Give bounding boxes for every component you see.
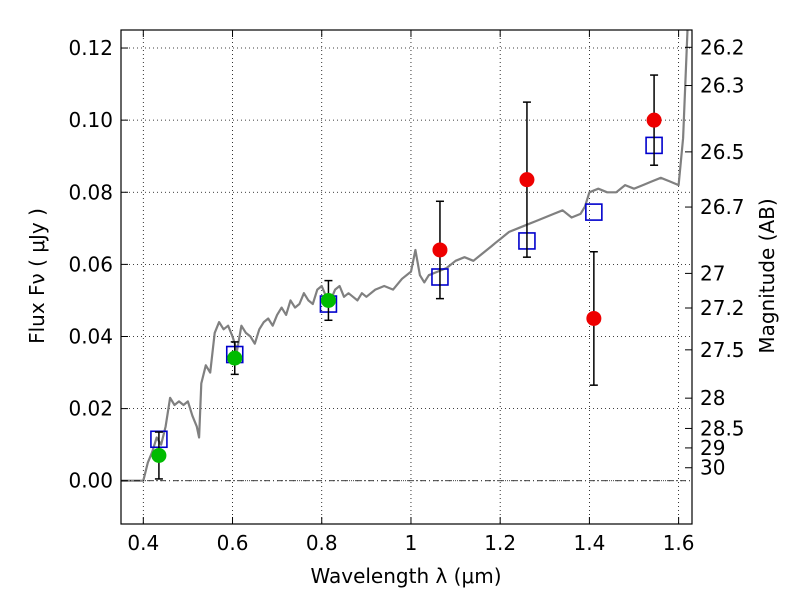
x-tick-label: 0.6 xyxy=(217,531,249,555)
model-spectrum xyxy=(121,29,689,482)
y-tick-label: 0.00 xyxy=(68,469,113,493)
photometry-points xyxy=(150,74,663,480)
y2-tick-label: 29 xyxy=(700,436,725,460)
model-flux-square xyxy=(585,203,603,221)
observed-flux-point xyxy=(227,350,243,366)
x-tick-label: 1 xyxy=(405,531,418,555)
observed-flux-point xyxy=(432,242,448,258)
grid xyxy=(121,30,692,524)
x-tick-label: 0.8 xyxy=(306,531,338,555)
y2-tick-label: 27.2 xyxy=(700,296,745,320)
observed-flux-point xyxy=(151,447,167,463)
x-tick-label: 0.4 xyxy=(127,531,159,555)
observed-flux-point xyxy=(519,172,535,188)
observed-flux-point xyxy=(320,292,336,308)
y2-tick-label: 26.2 xyxy=(700,35,745,59)
model-spectrum-line xyxy=(121,29,689,482)
y2-tick-label: 30 xyxy=(700,456,725,480)
y-axis-label: Flux Fν ( μJy ) xyxy=(25,208,49,344)
axes: 0.4 0.6 0.8 1 1.2 1.4 1.6 0.00 0.02 0.04 0.06 0.08 0… xyxy=(68,29,745,555)
y2-tick-label: 26.7 xyxy=(700,195,745,219)
y2-axis-label: Magnitude (AB) xyxy=(755,198,779,353)
observed-flux-point xyxy=(586,310,602,326)
y-tick-label: 0.10 xyxy=(68,108,113,132)
y2-tick-label: 26.5 xyxy=(700,140,745,164)
y-tick-label: 0.02 xyxy=(68,397,113,421)
y2-tick-label: 28 xyxy=(700,386,725,410)
y2-tick-label: 26.3 xyxy=(700,74,745,98)
y-tick-label: 0.08 xyxy=(68,180,113,204)
y-tick-label: 0.04 xyxy=(68,324,113,348)
observed-flux-point xyxy=(646,112,662,128)
x-axis-label: Wavelength λ (μm) xyxy=(310,564,501,588)
y-tick-label: 0.12 xyxy=(68,36,113,60)
x-tick-label: 1.4 xyxy=(573,531,605,555)
y2-tick-label: 28.5 xyxy=(700,416,745,440)
y-tick-label: 0.06 xyxy=(68,252,113,276)
x-tick-label: 1.6 xyxy=(663,531,695,555)
y2-tick-label: 27 xyxy=(700,261,725,285)
x-tick-label: 1.2 xyxy=(484,531,516,555)
y2-tick-label: 27.5 xyxy=(700,338,745,362)
plot-frame xyxy=(120,29,693,525)
